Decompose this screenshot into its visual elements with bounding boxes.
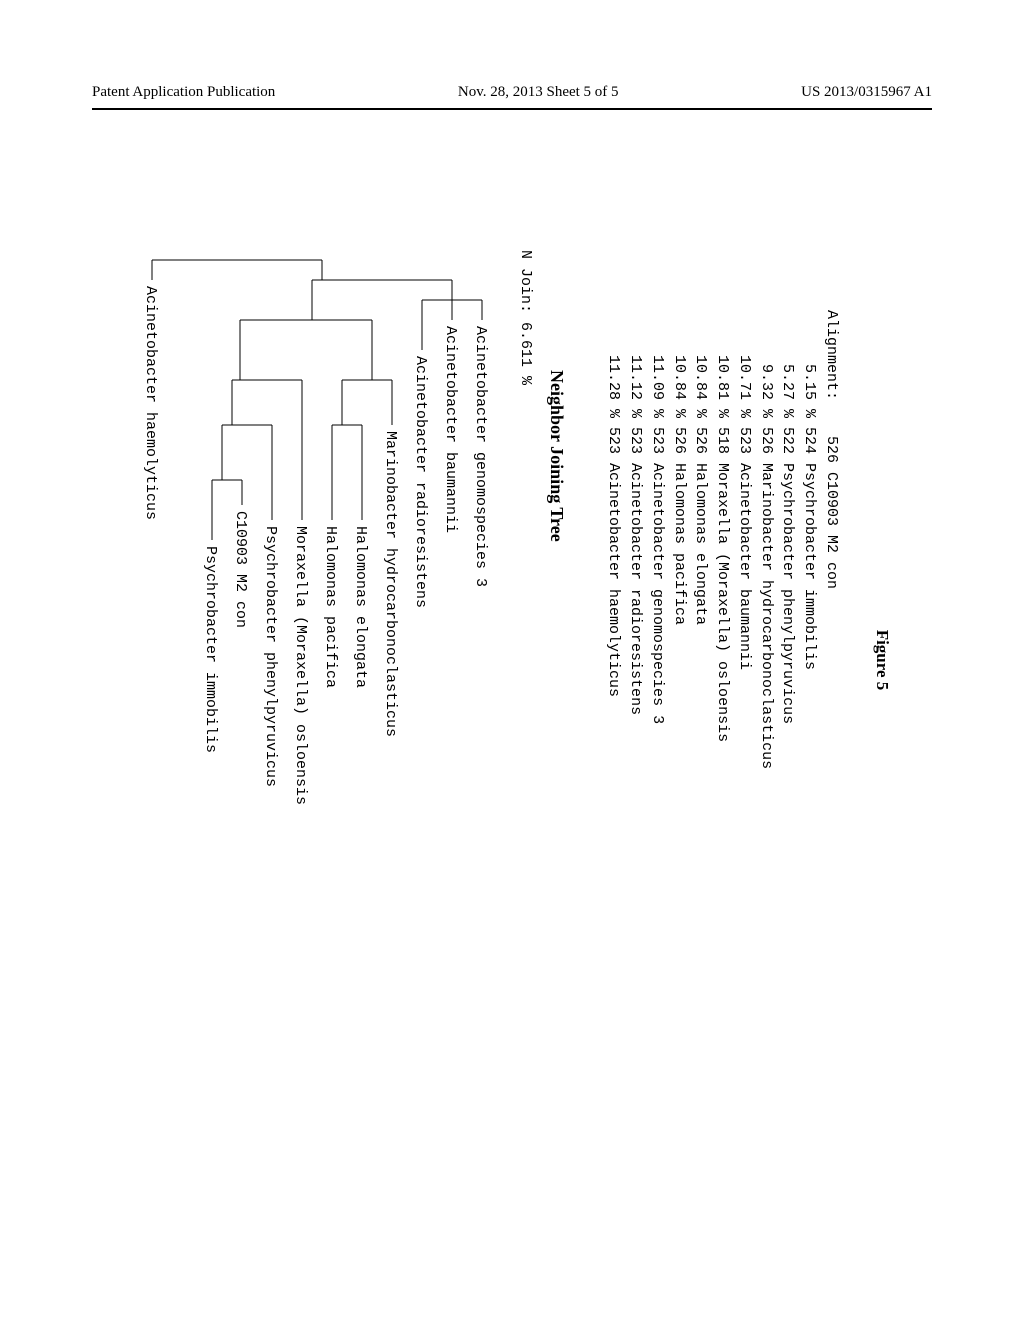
header-date-sheet: Nov. 28, 2013 Sheet 5 of 5: [458, 84, 619, 101]
svg-text:Acinetobacter baumannii: Acinetobacter baumannii: [442, 326, 459, 533]
svg-text:C10903 M2 con: C10903 M2 con: [232, 511, 249, 628]
tree-title: Neighbor Joining Tree: [546, 370, 567, 1210]
alignment-table: Alignment: 526 C10903 M2 con 5.15 % 524 …: [603, 310, 842, 1210]
svg-text:Halomonas pacifica: Halomonas pacifica: [322, 526, 339, 688]
svg-text:Acinetobacter genomospecies 3: Acinetobacter genomospecies 3: [472, 326, 489, 587]
njoin-value: N Join: 6.611 %: [517, 250, 534, 1210]
svg-text:Halomonas elongata: Halomonas elongata: [352, 526, 369, 688]
svg-text:Acinetobacter haemolyticus: Acinetobacter haemolyticus: [142, 286, 159, 520]
svg-text:Moraxella (Moraxella) osloensi: Moraxella (Moraxella) osloensis: [292, 526, 309, 805]
figure-label: Figure 5: [872, 110, 892, 1210]
header-pub-type: Patent Application Publication: [92, 84, 275, 101]
phylo-tree-diagram: Acinetobacter genomospecies 3 Acinetobact…: [137, 250, 507, 1010]
figure-content: Figure 5 Alignment: 526 C10903 M2 con 5.…: [132, 110, 892, 1210]
svg-text:Acinetobacter radioresistens: Acinetobacter radioresistens: [412, 356, 429, 608]
svg-text:Marinobacter hydrocarbonoclast: Marinobacter hydrocarbonoclasticus: [382, 431, 399, 737]
header-pub-number: US 2013/0315967 A1: [801, 84, 932, 101]
page-header: Patent Application Publication Nov. 28, …: [0, 84, 1024, 101]
svg-text:Psychrobacter immobilis: Psychrobacter immobilis: [202, 546, 219, 753]
svg-text:Psychrobacter phenylpyruvicus: Psychrobacter phenylpyruvicus: [262, 526, 279, 787]
